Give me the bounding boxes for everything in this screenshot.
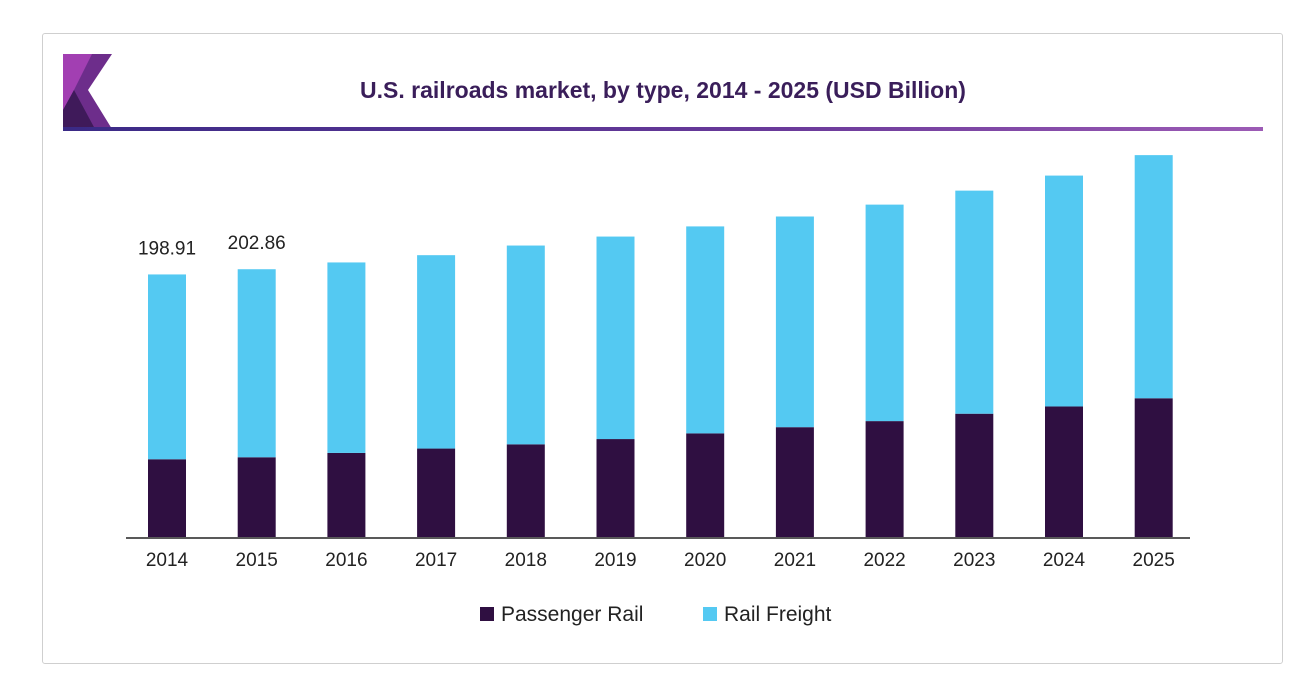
- x-tick-label-2020: 2020: [684, 550, 726, 571]
- legend: Passenger Rail Rail Freight: [480, 603, 832, 626]
- bar-rail-freight-2021: [775, 216, 814, 428]
- bar-passenger-rail-2018: [506, 444, 545, 537]
- data-label-2015: 202.86: [228, 233, 286, 254]
- bar-rail-freight-2022: [865, 204, 904, 422]
- bar-passenger-rail-2023: [955, 413, 994, 537]
- bar-passenger-rail-2017: [417, 448, 456, 537]
- header-underline: [63, 127, 1263, 131]
- bar-passenger-rail-2014: [148, 459, 186, 537]
- legend-swatch-passenger-rail: [480, 607, 494, 621]
- bar-rail-freight-2024: [1045, 175, 1083, 407]
- bar-rail-freight-2017: [417, 255, 456, 449]
- x-tick-label-2014: 2014: [146, 550, 189, 571]
- bar-rail-freight-2025: [1134, 155, 1173, 399]
- data-labels: 198.91 202.86: [138, 233, 286, 259]
- legend-label-rail-freight: Rail Freight: [724, 603, 832, 626]
- x-tick-labels: 2014 2015 2016 2017 2018 2019 2020 2021 2022 2023…: [146, 550, 1175, 571]
- chart-title: U.S. railroads market, by type, 2014 - 2…: [360, 77, 966, 103]
- x-tick-label-2018: 2018: [505, 550, 547, 571]
- bar-rail-freight-2023: [955, 190, 994, 414]
- legend-swatch-rail-freight: [703, 607, 717, 621]
- bar-passenger-rail-2022: [865, 421, 904, 537]
- bars-layer: [148, 155, 1173, 537]
- bar-passenger-rail-2024: [1045, 406, 1083, 537]
- x-tick-label-2024: 2024: [1043, 550, 1086, 571]
- x-tick-label-2016: 2016: [325, 550, 367, 571]
- bar-passenger-rail-2019: [596, 439, 635, 537]
- bar-rail-freight-2016: [327, 262, 366, 453]
- bar-rail-freight-2014: [148, 274, 186, 460]
- x-tick-label-2023: 2023: [953, 550, 995, 571]
- x-tick-label-2022: 2022: [863, 550, 905, 571]
- brand-logo: [63, 54, 112, 129]
- data-label-2014: 198.91: [138, 238, 196, 259]
- bar-passenger-rail-2025: [1134, 398, 1173, 537]
- bar-passenger-rail-2016: [327, 452, 366, 537]
- bar-rail-freight-2019: [596, 236, 635, 440]
- bar-rail-freight-2020: [686, 226, 725, 434]
- legend-label-passenger-rail: Passenger Rail: [501, 603, 643, 626]
- x-tick-label-2015: 2015: [236, 550, 278, 571]
- bar-passenger-rail-2015: [237, 457, 276, 537]
- bar-passenger-rail-2021: [775, 427, 814, 537]
- x-tick-label-2019: 2019: [594, 550, 636, 571]
- x-tick-label-2021: 2021: [774, 550, 816, 571]
- x-tick-label-2017: 2017: [415, 550, 457, 571]
- bar-rail-freight-2015: [237, 269, 276, 458]
- x-tick-label-2025: 2025: [1133, 550, 1175, 571]
- bar-rail-freight-2018: [506, 245, 545, 445]
- bar-passenger-rail-2020: [686, 433, 725, 537]
